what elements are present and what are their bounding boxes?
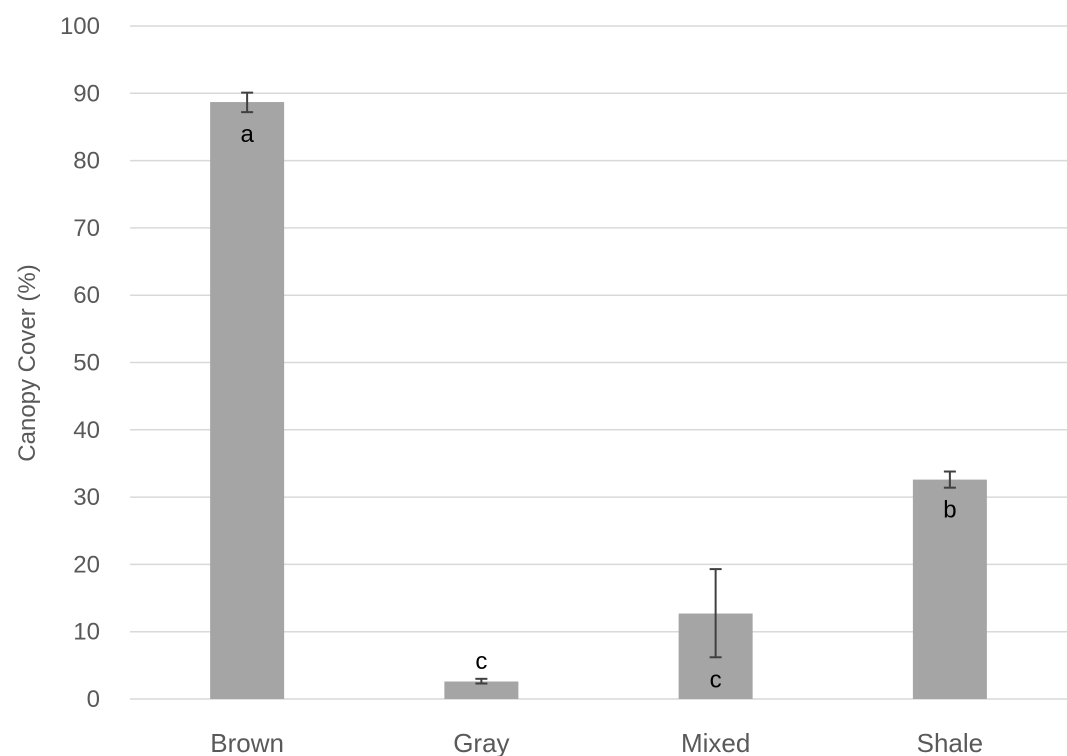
- y-tick-label: 30: [73, 484, 100, 511]
- x-category-label: Shale: [917, 728, 984, 756]
- y-tick-label: 40: [73, 417, 100, 444]
- y-tick-label: 50: [73, 350, 100, 377]
- bar-shale: [912, 479, 987, 699]
- error-bar-mixed: [709, 568, 722, 659]
- x-category-label: Gray: [453, 728, 509, 756]
- y-tick-label: 0: [87, 686, 100, 713]
- y-tick-label: 90: [73, 80, 100, 107]
- y-axis-title: Canopy Cover (%): [14, 264, 41, 461]
- y-tick-label: 20: [73, 551, 100, 578]
- y-tick-label: 80: [73, 148, 100, 175]
- significance-letter: a: [240, 121, 254, 148]
- significance-letter: c: [475, 648, 487, 675]
- bars: [210, 102, 987, 699]
- bar-gray: [444, 681, 519, 699]
- significance-letter: b: [943, 497, 956, 524]
- error-bars: [241, 91, 956, 685]
- y-tick-label: 100: [60, 13, 100, 40]
- significance-letters: a c c b: [240, 121, 956, 693]
- gridlines: [130, 25, 1067, 700]
- error-bar-shale: [943, 470, 956, 489]
- error-bar-gray: [475, 677, 488, 685]
- error-bar-brown: [241, 91, 254, 114]
- x-axis-categories: Brown Gray Mixed Shale: [210, 728, 983, 756]
- x-category-label: Mixed: [681, 728, 750, 756]
- y-tick-label: 70: [73, 215, 100, 242]
- bar-brown: [210, 102, 285, 699]
- x-category-label: Brown: [210, 728, 284, 756]
- y-tick-label: 10: [73, 619, 100, 646]
- y-tick-label: 60: [73, 282, 100, 309]
- y-axis-ticks: 0 10 20 30 40 50 60 70 80 90 100: [60, 13, 100, 713]
- significance-letter: c: [710, 666, 722, 693]
